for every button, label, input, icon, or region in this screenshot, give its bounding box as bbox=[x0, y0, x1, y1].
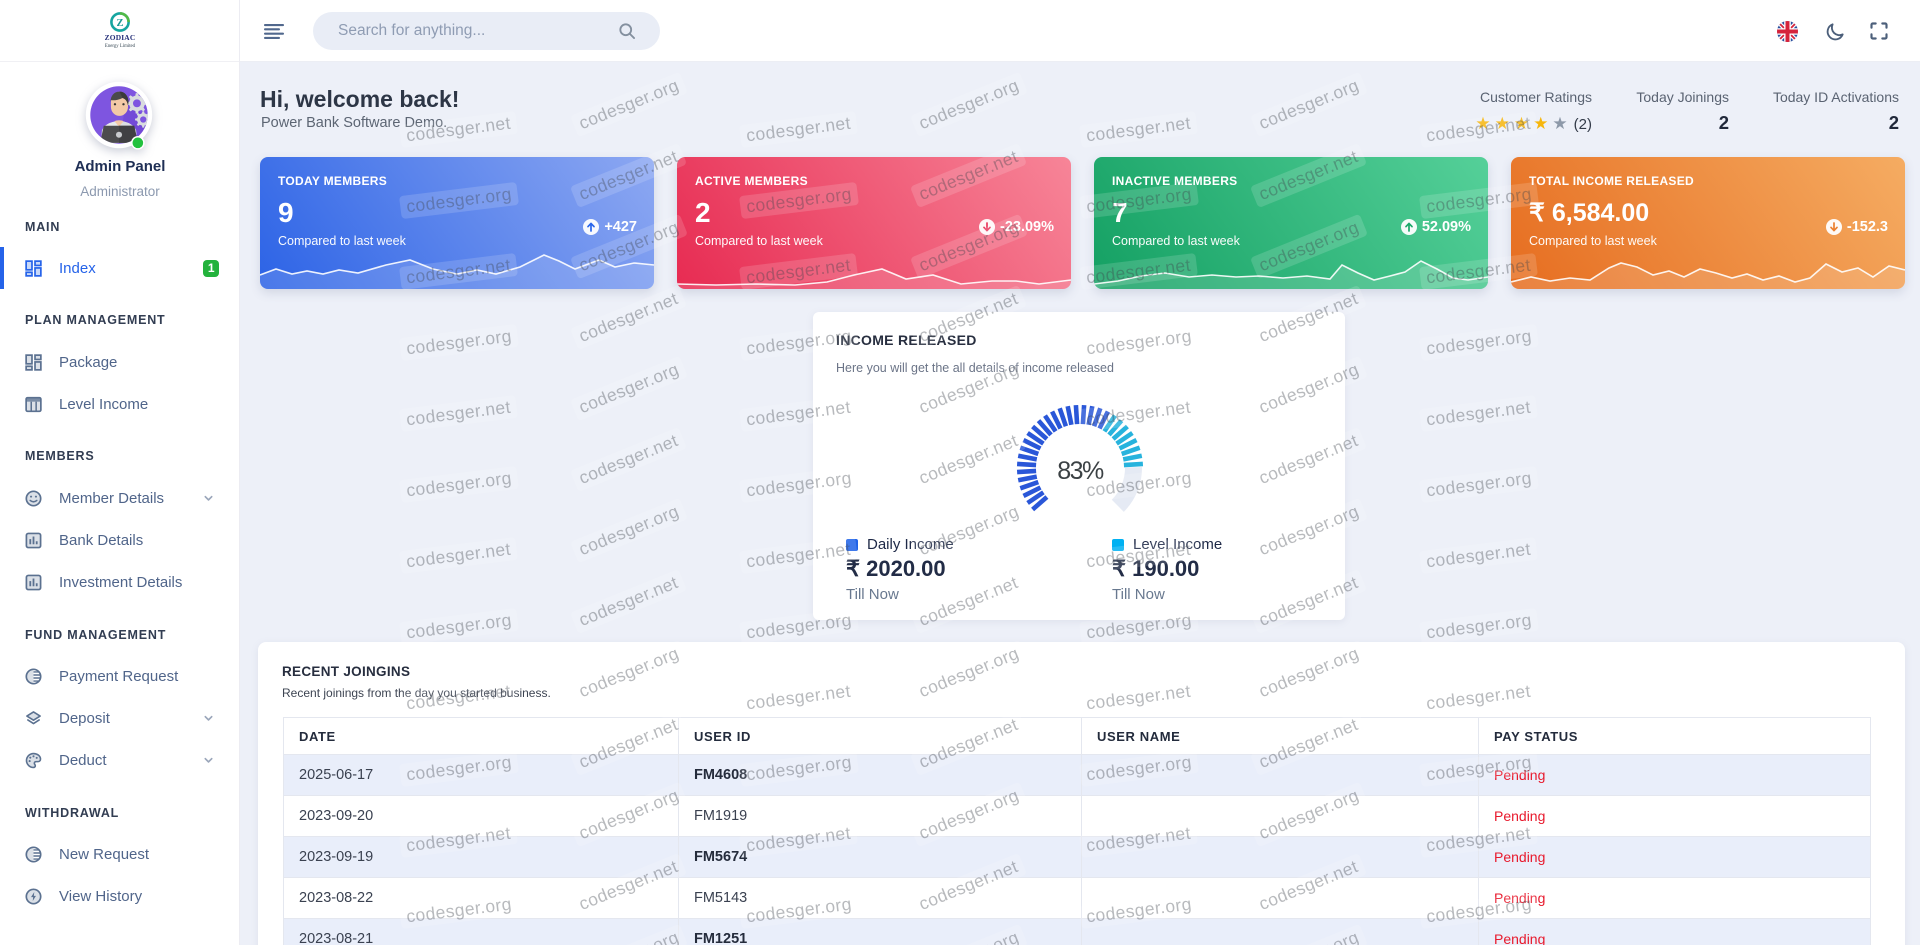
svg-text:ZODIAC: ZODIAC bbox=[104, 33, 135, 42]
svg-text:Energy Limited: Energy Limited bbox=[104, 44, 135, 49]
svg-text:Z: Z bbox=[116, 18, 123, 29]
